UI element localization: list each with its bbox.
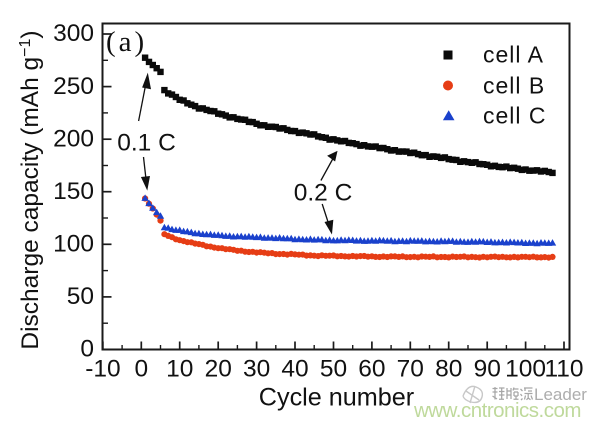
svg-text:20: 20 [205, 356, 232, 383]
svg-text:100: 100 [505, 356, 546, 383]
svg-text:Leader: Leader [534, 385, 587, 404]
svg-text:150: 150 [53, 178, 94, 205]
svg-text:cell A: cell A [483, 42, 544, 68]
svg-text:250: 250 [53, 73, 94, 100]
svg-text:50: 50 [67, 283, 94, 310]
svg-text:110: 110 [544, 356, 583, 383]
svg-text:70: 70 [397, 356, 424, 383]
svg-text:cell C: cell C [483, 103, 547, 129]
svg-text:0.1 C: 0.1 C [117, 130, 176, 157]
svg-text:90: 90 [474, 356, 501, 383]
svg-text:200: 200 [53, 125, 94, 152]
svg-text:0: 0 [80, 336, 94, 363]
svg-text:Cycle number: Cycle number [259, 384, 414, 412]
svg-text:80: 80 [435, 356, 462, 383]
svg-text:100: 100 [53, 231, 94, 258]
svg-text:0: 0 [134, 356, 148, 383]
svg-text:40: 40 [281, 356, 308, 383]
svg-text:60: 60 [358, 356, 385, 383]
svg-text:Discharge capacity (mAh g−1): Discharge capacity (mAh g−1) [17, 30, 45, 349]
svg-text:www.cntronics.com: www.cntronics.com [413, 399, 581, 421]
svg-text:300: 300 [53, 20, 94, 47]
svg-text:cell B: cell B [483, 73, 545, 99]
svg-text:(a): (a) [106, 26, 147, 58]
svg-text:50: 50 [320, 356, 347, 383]
svg-text:0.2 C: 0.2 C [294, 179, 353, 206]
svg-text:10: 10 [166, 356, 193, 383]
svg-text:30: 30 [243, 356, 270, 383]
svg-text:-10: -10 [85, 356, 120, 383]
